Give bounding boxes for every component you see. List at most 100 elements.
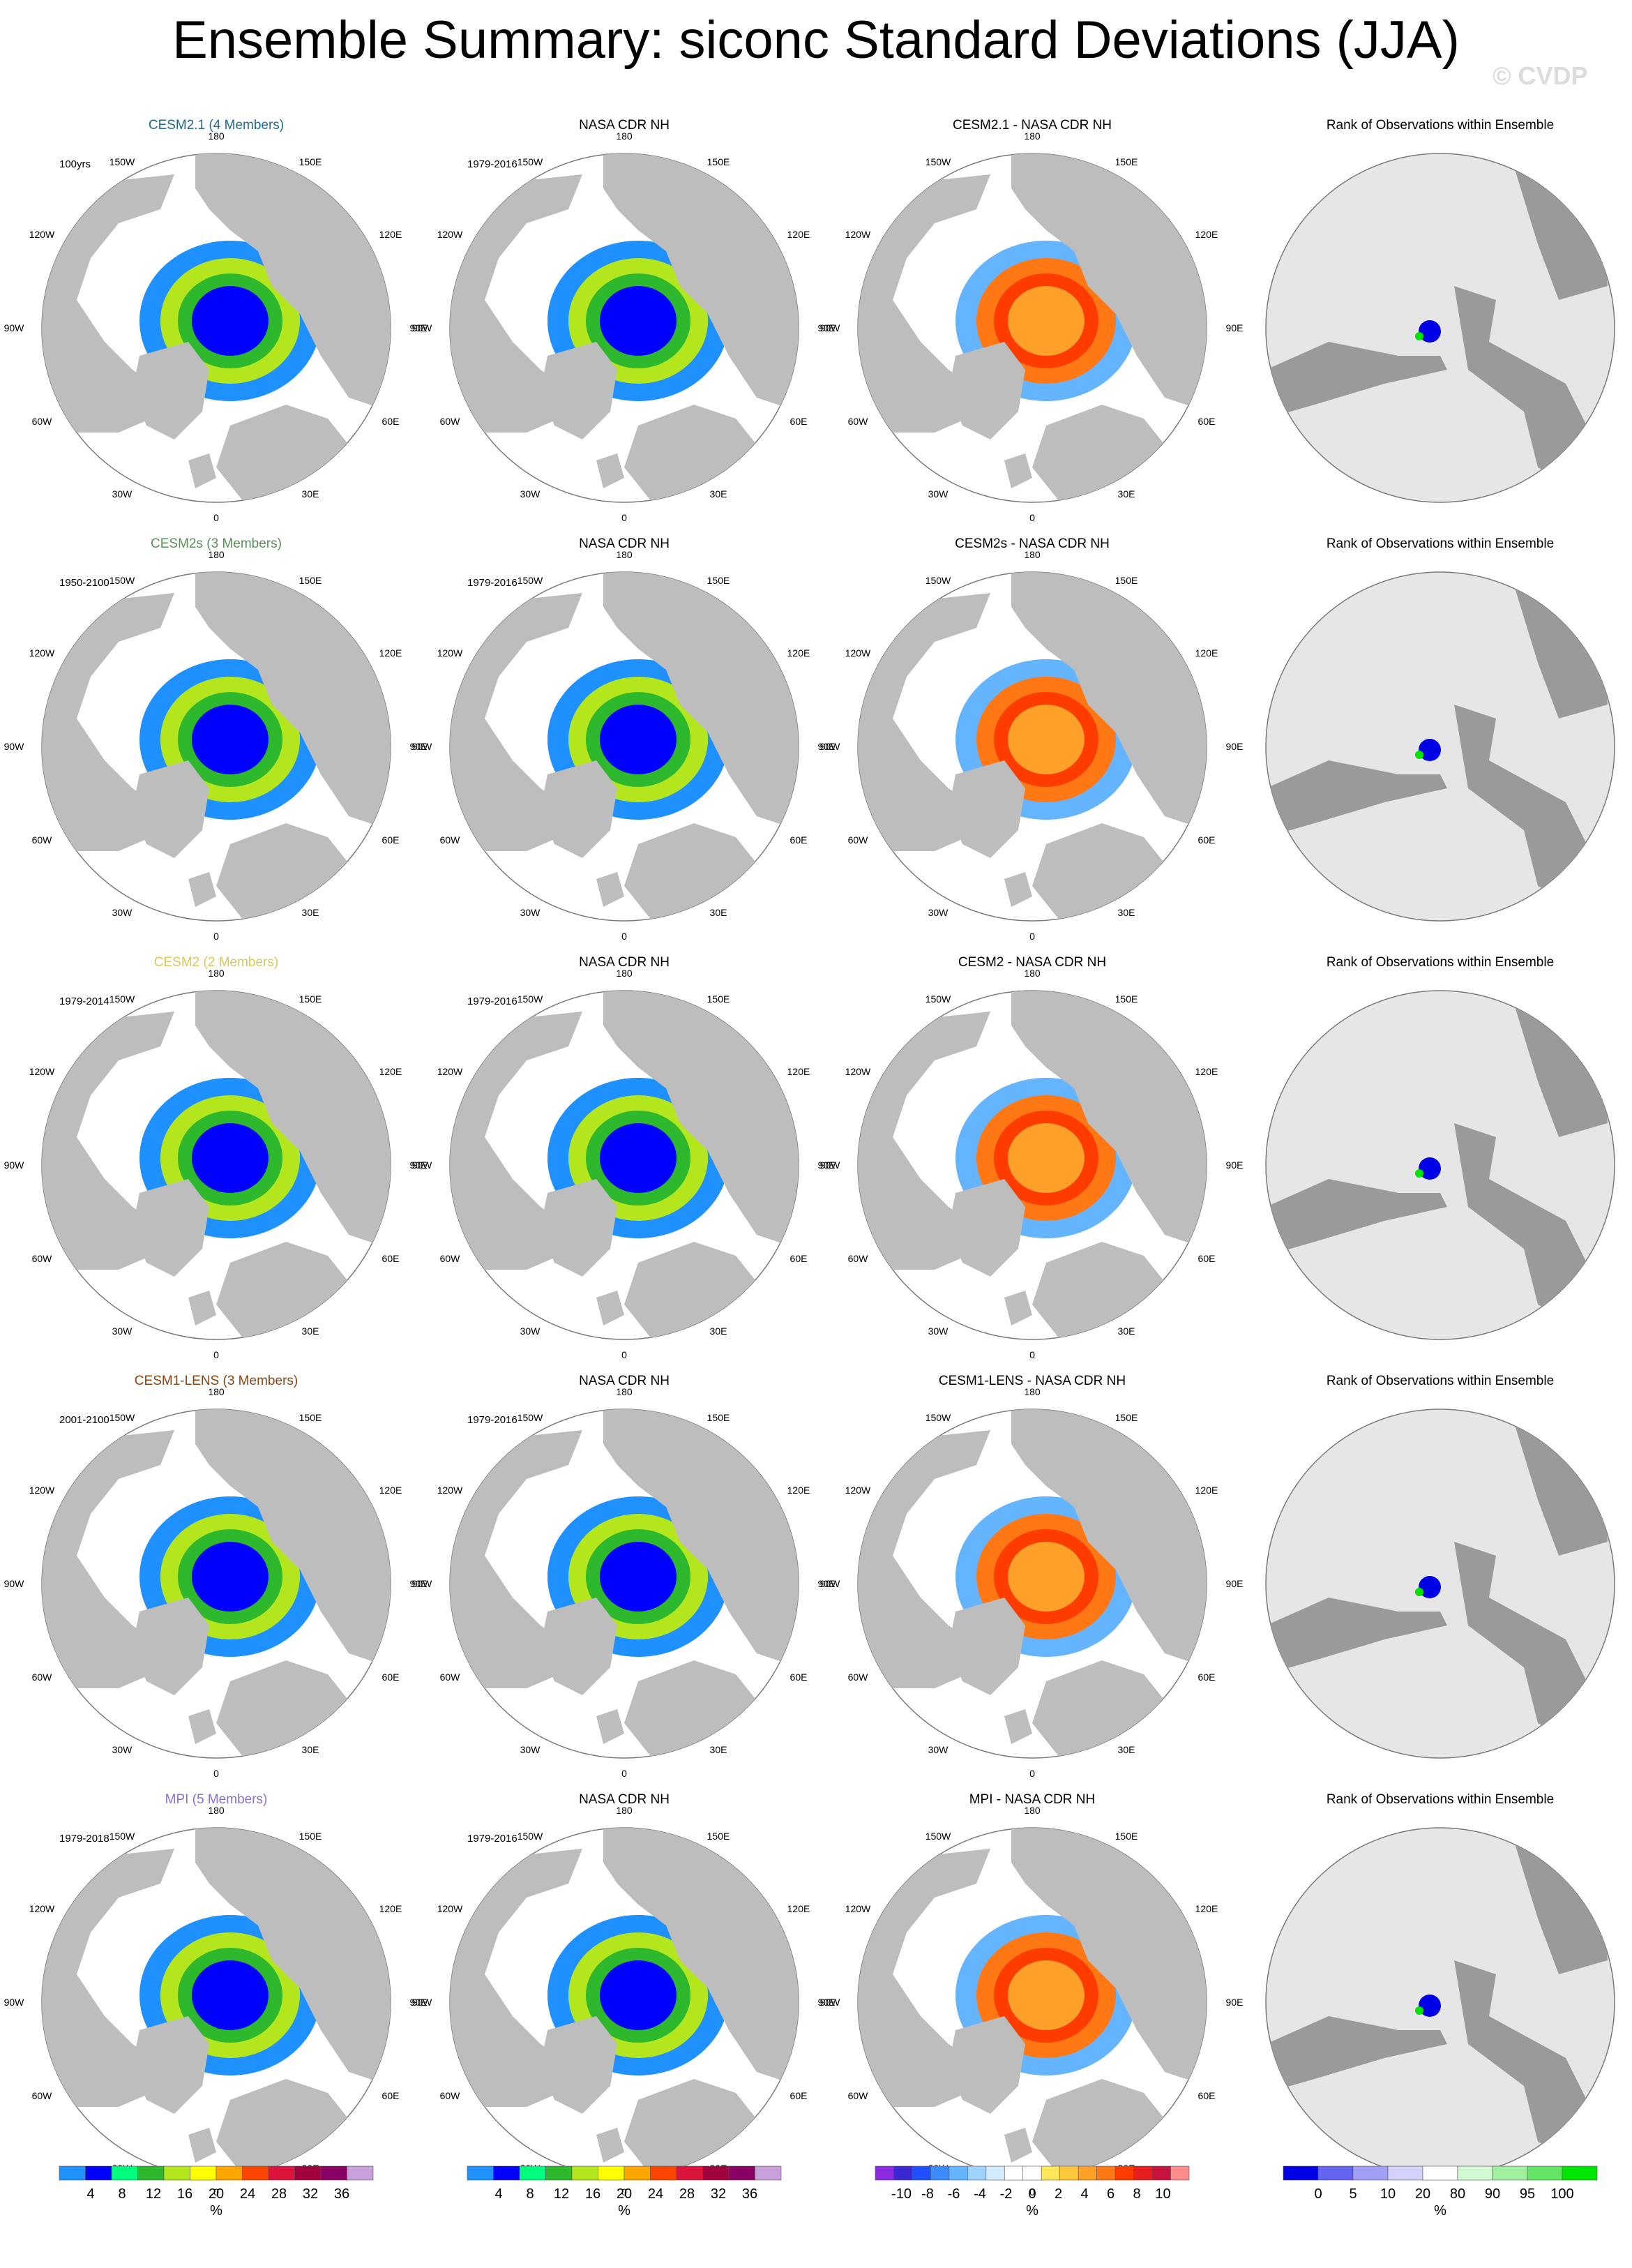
longitude-label: 60W [440, 416, 461, 427]
panel-title: MPI - NASA CDR NH [969, 1792, 1096, 1807]
colorbar-swatch [912, 2165, 931, 2181]
longitude-label: 150W [109, 575, 135, 586]
longitude-label: 90W [4, 1997, 25, 2008]
colorbar-tick-label: 20 [617, 2186, 632, 2202]
panel-title: CESM2s (3 Members) [151, 536, 282, 551]
map-panel: 180 150E 120E 90E 60E 30E 0 30W 60W 90W 120W 150W CE… [820, 536, 1244, 942]
longitude-label: 90W [412, 1578, 433, 1589]
longitude-label: 180 [1024, 549, 1041, 560]
longitude-label: 30W [112, 907, 133, 918]
colorbar-diff: -10 -8 -6 -4 -2 0 2 4 6 8 10% [875, 2165, 1190, 2218]
longitude-label: 60W [848, 2090, 869, 2101]
longitude-label: 120E [379, 647, 402, 659]
longitude-label: 120W [29, 1485, 55, 1496]
colorbar-tick-label: 8 [526, 2186, 534, 2202]
colorbar-tick-label: -4 [974, 2186, 986, 2202]
ice-field [600, 1542, 677, 1612]
longitude-label: 60E [790, 1672, 808, 1683]
longitude-label: 60W [32, 834, 53, 846]
colorbar-tick-label: 12 [554, 2186, 569, 2202]
rank-blob [1415, 332, 1423, 340]
longitude-label: 150E [299, 1831, 322, 1842]
panel-title: Rank of Observations within Ensemble [1327, 955, 1554, 970]
longitude-label: 30E [710, 907, 727, 918]
longitude-label: 60W [848, 1253, 869, 1264]
ice-field [192, 1123, 269, 1193]
longitude-label: 150E [707, 1412, 730, 1423]
year-range: 1979-2016 [467, 577, 517, 589]
longitude-label: 180 [208, 968, 225, 979]
longitude-label: 180 [616, 1805, 633, 1816]
ice-field [600, 1960, 677, 2030]
colorbar-swatch [320, 2165, 347, 2181]
longitude-label: 180 [616, 549, 633, 560]
longitude-label: 180 [616, 1386, 633, 1397]
ice-field [1008, 705, 1085, 774]
panel-title: CESM2.1 - NASA CDR NH [953, 118, 1112, 133]
longitude-label: 90E [1226, 322, 1244, 333]
longitude-label: 90E [1226, 741, 1244, 752]
ice-field [600, 1123, 677, 1193]
colorbar-swatch [59, 2165, 86, 2181]
longitude-label: 120E [1195, 1485, 1218, 1496]
longitude-label: 90E [1226, 1578, 1244, 1589]
longitude-label: 0 [213, 931, 219, 942]
longitude-label: 150W [517, 575, 543, 586]
longitude-label: 120W [29, 1066, 55, 1077]
longitude-label: 60E [1198, 1253, 1216, 1264]
colorbar-swatch [1059, 2165, 1079, 2181]
colorbar-swatch [1078, 2165, 1097, 2181]
colorbar-tick-label: 95 [1520, 2186, 1535, 2202]
longitude-label: 60E [382, 834, 400, 846]
map-panel: 180150E120E90E60E30E030W60W90W120W150WMP… [820, 1792, 1244, 2198]
ice-field [1008, 286, 1085, 356]
colorbar-tick-label: 32 [303, 2186, 318, 2202]
longitude-label: 120W [437, 1066, 463, 1077]
longitude-label: 90W [4, 741, 25, 752]
longitude-label: 150W [517, 993, 543, 1005]
longitude-label: 90W [820, 1578, 841, 1589]
longitude-label: 30W [112, 1325, 133, 1337]
longitude-label: 0 [621, 1768, 627, 1779]
rank-blob [1419, 320, 1441, 343]
map-panel: 180 150E 120E 90E 60E 30E 0 30W 60W 90W 120W 150W NA… [412, 955, 836, 1360]
rank-blob [1415, 1169, 1423, 1178]
longitude-label: 150E [707, 993, 730, 1005]
longitude-label: 90E [818, 322, 836, 333]
colorbar-tick-label: 36 [334, 2186, 349, 2202]
panel-title: NASA CDR NH [579, 536, 670, 551]
ice-field [192, 1542, 269, 1612]
longitude-label: 120E [379, 229, 402, 240]
longitude-label: 0 [621, 1349, 627, 1360]
longitude-label: 150E [1115, 156, 1138, 167]
longitude-label: 60E [382, 1253, 400, 1264]
colorbar-swatch [242, 2165, 269, 2181]
map-panel: 180 150E 120E 90E 60E 30E 0 30W 60W 90W 120W 150W NA… [412, 1374, 836, 1779]
colorbar-swatch [467, 2165, 494, 2181]
panel-title: CESM2 (2 Members) [154, 955, 278, 970]
longitude-label: 120W [437, 647, 463, 659]
longitude-label: 120E [379, 1066, 402, 1077]
colorbar-tick-label: 24 [240, 2186, 255, 2202]
longitude-label: 30E [1118, 488, 1135, 500]
longitude-label: 0 [621, 512, 627, 523]
map-panel: Rank of Observations within Ensemble [1265, 1792, 1615, 2177]
map-panel: 180 150E 120E 90E 60E 30E 0 30W 60W 90W 120W 150W CE… [4, 955, 428, 1360]
panel-title: NASA CDR NH [579, 118, 670, 133]
longitude-label: 150E [707, 1831, 730, 1842]
longitude-label: 120E [1195, 1066, 1218, 1077]
colorbar-swatch [624, 2165, 651, 2181]
longitude-label: 60E [382, 2090, 400, 2101]
colorbar-swatch [1317, 2165, 1354, 2181]
colorbar-tick-label: -2 [1000, 2186, 1013, 2202]
longitude-label: 0 [1029, 931, 1035, 942]
longitude-label: 120W [437, 229, 463, 240]
panel-title: NASA CDR NH [579, 955, 670, 970]
longitude-label: 90W [4, 1578, 25, 1589]
colorbar-tick-label: -8 [921, 2186, 934, 2202]
longitude-label: 60E [1198, 416, 1216, 427]
longitude-label: 0 [1029, 512, 1035, 523]
rank-blob [1419, 1576, 1441, 1598]
colorbar-unit: % [618, 2203, 630, 2218]
